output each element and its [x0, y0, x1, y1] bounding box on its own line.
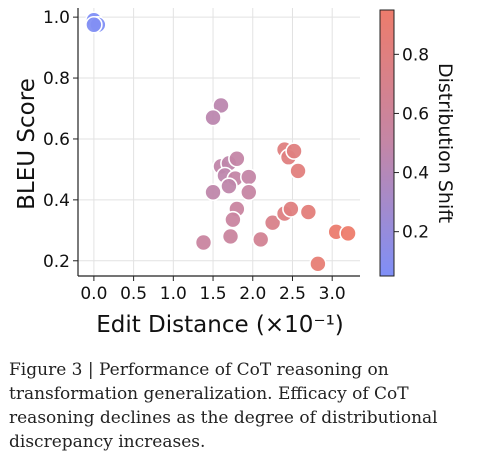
y-tick-label: 0.8 [43, 69, 70, 89]
scatter-point [220, 177, 238, 195]
scatter-point [228, 149, 246, 168]
scatter-point [224, 210, 242, 229]
colorbar-tick-label: 0.4 [402, 164, 429, 184]
data-points [85, 11, 357, 273]
tick-labels: 0.0 0.5 1.0 1.5 2.0 2.5 3.0 0.2 0.4 0.6 0.8 1.0 [43, 8, 346, 304]
scatter-point [285, 142, 303, 160]
scatter-point [309, 255, 327, 273]
scatter-point [194, 233, 213, 252]
scatter-chart: 0.0 0.5 1.0 1.5 2.0 2.5 3.0 0.2 0.4 0.6 0.8 1.0 Edi… [14, 8, 456, 338]
scatter-point [289, 162, 307, 180]
x-tick-label: 2.5 [279, 284, 306, 304]
y-tick-label: 0.4 [43, 191, 70, 211]
scatter-point [239, 183, 258, 202]
y-tick-label: 0.6 [43, 130, 70, 150]
scatter-point [299, 203, 318, 221]
colorbar-tick-label: 0.2 [402, 223, 429, 243]
scatter-point [239, 168, 258, 186]
x-tick-label: 2.0 [239, 284, 266, 304]
colorbar-label: Distribution Shift [434, 63, 456, 223]
x-tick-label: 3.0 [319, 284, 346, 304]
axes [77, 8, 360, 277]
scatter-point [212, 96, 230, 115]
grid [78, 8, 360, 276]
x-tick-label: 1.0 [160, 284, 187, 304]
figure-caption: Figure 3 | Performance of CoT reasoning … [9, 360, 438, 452]
colorbar-ticks: 0.2 0.4 0.6 0.8 [394, 45, 429, 243]
x-tick-label: 0.5 [120, 284, 147, 304]
x-tick-label: 1.5 [200, 284, 227, 304]
y-tick-label: 0.2 [43, 252, 70, 272]
scatter-point [339, 224, 357, 243]
colorbar-tick-label: 0.6 [402, 104, 429, 124]
scatter-point [251, 230, 270, 249]
colorbar-gradient [379, 9, 395, 277]
scatter-point [282, 200, 300, 218]
scatter-point [204, 183, 222, 202]
colorbar: 0.2 0.4 0.6 0.8 Distribution Shift [379, 9, 456, 277]
x-tick-label: 0.0 [80, 284, 107, 304]
y-tick-label: 1.0 [43, 8, 70, 28]
scatter-point [85, 15, 103, 34]
x-axis-label: Edit Distance (×10⁻¹) [96, 312, 344, 338]
scatter-point [204, 108, 222, 127]
scatter-point [263, 213, 282, 232]
scatter-point [221, 227, 240, 246]
y-axis-label: BLEU Score [14, 78, 40, 210]
colorbar-tick-label: 0.8 [402, 45, 429, 65]
